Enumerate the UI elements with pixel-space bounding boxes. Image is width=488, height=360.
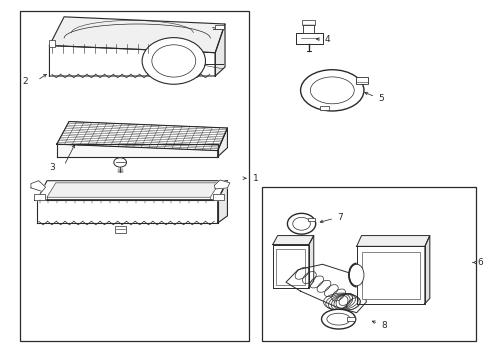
Polygon shape bbox=[49, 45, 215, 76]
Bar bbox=[320, 106, 328, 111]
Bar bbox=[361, 252, 419, 299]
Text: 4: 4 bbox=[325, 35, 330, 44]
Polygon shape bbox=[37, 200, 217, 223]
Polygon shape bbox=[215, 24, 224, 76]
Polygon shape bbox=[49, 17, 224, 53]
Text: 2: 2 bbox=[22, 77, 27, 86]
Polygon shape bbox=[356, 246, 424, 304]
Polygon shape bbox=[272, 235, 313, 244]
Polygon shape bbox=[217, 181, 227, 223]
Bar bbox=[215, 25, 224, 30]
Polygon shape bbox=[356, 235, 429, 246]
Polygon shape bbox=[285, 264, 366, 313]
Ellipse shape bbox=[287, 213, 315, 234]
Bar bbox=[346, 317, 354, 320]
Polygon shape bbox=[217, 128, 227, 157]
Circle shape bbox=[114, 158, 126, 167]
Ellipse shape bbox=[348, 264, 363, 286]
Ellipse shape bbox=[326, 313, 349, 325]
Bar bbox=[303, 25, 313, 33]
Circle shape bbox=[142, 38, 205, 84]
Bar bbox=[115, 226, 126, 233]
Bar bbox=[307, 218, 314, 221]
Text: 5: 5 bbox=[378, 94, 384, 103]
Ellipse shape bbox=[292, 217, 310, 230]
Text: 6: 6 bbox=[477, 258, 482, 267]
Text: 7: 7 bbox=[336, 213, 342, 222]
Polygon shape bbox=[214, 180, 229, 189]
Bar bbox=[20, 12, 249, 341]
Polygon shape bbox=[295, 33, 322, 44]
Polygon shape bbox=[308, 235, 313, 288]
Circle shape bbox=[152, 45, 195, 77]
Polygon shape bbox=[47, 183, 219, 197]
Bar bbox=[276, 249, 305, 285]
Text: 3: 3 bbox=[49, 163, 55, 172]
Polygon shape bbox=[34, 194, 44, 200]
Bar bbox=[49, 40, 55, 47]
Polygon shape bbox=[57, 122, 227, 150]
Polygon shape bbox=[31, 181, 45, 192]
Polygon shape bbox=[272, 244, 308, 288]
Bar bbox=[355, 77, 367, 84]
Bar bbox=[302, 20, 314, 25]
Bar bbox=[261, 187, 475, 341]
Polygon shape bbox=[212, 194, 224, 200]
Ellipse shape bbox=[300, 70, 363, 111]
Text: 1: 1 bbox=[253, 174, 259, 183]
Polygon shape bbox=[37, 181, 227, 200]
Text: 8: 8 bbox=[380, 321, 386, 330]
Ellipse shape bbox=[321, 309, 355, 329]
Ellipse shape bbox=[310, 77, 353, 104]
Polygon shape bbox=[424, 235, 429, 304]
Polygon shape bbox=[57, 144, 217, 157]
